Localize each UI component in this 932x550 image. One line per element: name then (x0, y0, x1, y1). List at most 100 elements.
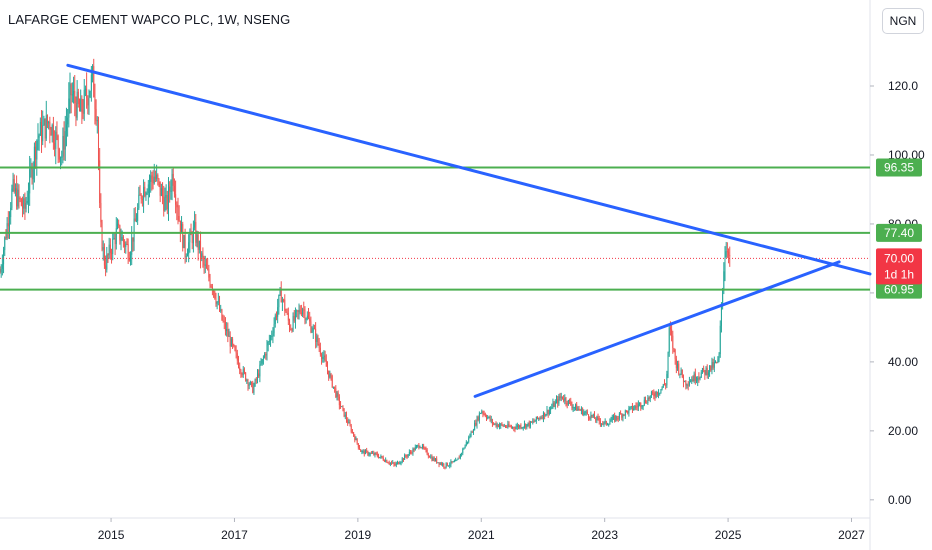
candle-body (164, 197, 166, 211)
candle-body (545, 414, 547, 417)
candle-body (228, 335, 230, 337)
candle-body (264, 354, 266, 358)
candle-body (590, 414, 592, 419)
candle-body (75, 103, 77, 118)
trendline-descending[interactable] (66, 63, 872, 276)
candle-body (525, 423, 527, 428)
candle-body (150, 175, 152, 182)
candle-body (17, 189, 19, 207)
candle-body (659, 392, 661, 394)
candle-body (588, 414, 590, 418)
candle-body (366, 450, 368, 452)
candle-body (605, 421, 607, 425)
candle-body (663, 384, 665, 386)
candle-body (359, 447, 361, 450)
candle-body (512, 427, 514, 429)
candle-body (649, 395, 651, 399)
candle-body (578, 408, 580, 410)
candle-body (198, 240, 200, 250)
candle-body (675, 358, 677, 369)
currency-button[interactable]: NGN (882, 8, 924, 34)
candle-body (552, 402, 554, 408)
candle-body (222, 319, 224, 322)
candle-body (455, 460, 457, 462)
candle-body (668, 327, 670, 353)
candle-body (604, 421, 606, 423)
candle-body (10, 207, 12, 218)
candle-body (417, 445, 419, 447)
candle-body (149, 181, 151, 185)
trendline-ascending[interactable] (473, 260, 841, 398)
candle-body (471, 431, 473, 433)
candle-body (647, 397, 649, 404)
candle-body (618, 413, 620, 419)
candle-body (4, 237, 6, 251)
candle-body (411, 452, 413, 454)
candle-body (574, 404, 576, 408)
candle-body (421, 445, 423, 448)
candle-body (700, 372, 702, 378)
x-tick-label: 2023 (591, 528, 618, 542)
candle-body (152, 179, 154, 184)
candle-body (338, 396, 340, 406)
last-price-label: 70.00 (884, 251, 914, 265)
candle-body (158, 179, 160, 182)
candle-body (363, 450, 365, 455)
candle-body (279, 288, 281, 295)
candle-body (570, 401, 572, 405)
candle-body (686, 384, 688, 386)
candle-body (113, 237, 115, 239)
candle-body (497, 424, 499, 427)
candle-body (297, 310, 299, 312)
candle-body (304, 309, 306, 320)
candle-body (713, 362, 715, 368)
candle-body (268, 340, 270, 342)
candle-body (219, 301, 221, 311)
candle-body (405, 455, 407, 457)
candle-body (131, 237, 133, 255)
candle-body (420, 447, 422, 449)
candle-body (171, 173, 173, 191)
candle-body (484, 413, 486, 417)
candle-body (436, 458, 438, 463)
candle-body (622, 414, 624, 418)
candle-body (61, 156, 63, 158)
candle-body (448, 465, 450, 467)
candle-body (425, 448, 427, 450)
candle-body (132, 237, 134, 242)
candle-body (140, 194, 142, 200)
candle-body (50, 129, 52, 136)
candle-body (548, 410, 550, 414)
candle-body (569, 400, 571, 402)
candle-body (513, 427, 515, 429)
candle-body (292, 315, 294, 331)
candle-body (217, 301, 219, 303)
candle-body (337, 392, 339, 397)
candle-body (172, 173, 174, 186)
candle-body (601, 423, 603, 425)
candle-body (18, 189, 20, 199)
candle-body (242, 369, 244, 375)
candle-body (90, 74, 92, 92)
candle-body (7, 223, 9, 227)
candle-body (120, 240, 122, 242)
candle-body (1, 264, 3, 269)
candle-body (39, 121, 41, 136)
candle-body (541, 417, 543, 419)
candle-body (624, 410, 626, 416)
candle-body (614, 416, 616, 421)
candle-body (626, 410, 628, 412)
candle-body (596, 416, 598, 421)
candle-body (290, 329, 292, 331)
candle-body (413, 448, 415, 451)
candle-body (205, 264, 207, 269)
candle-body (699, 377, 701, 379)
candle-body (208, 269, 210, 278)
chart-title: LAFARGE CEMENT WAPCO PLC, 1W, NSENG (8, 12, 291, 27)
candle-body (345, 414, 347, 421)
candle-body (13, 179, 15, 192)
candle-body (74, 90, 76, 104)
candle-body (612, 416, 614, 418)
candle-body (658, 393, 660, 395)
